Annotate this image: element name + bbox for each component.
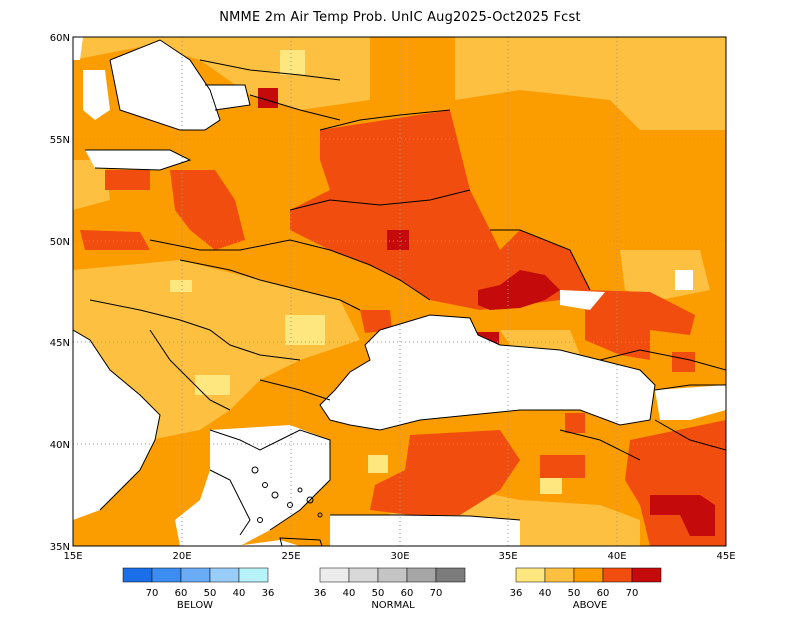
legend-label: 70	[430, 588, 443, 599]
lat-tick-label: 55N	[50, 135, 70, 146]
legend-above: 36 40 50 60 70 ABOVE	[510, 567, 662, 611]
lon-tick-label: 20E	[172, 551, 191, 562]
legend-label: 50	[204, 588, 217, 599]
coastlines-and-borders	[73, 39, 726, 536]
legend-label: 40	[233, 588, 246, 599]
map-frame	[72, 36, 727, 547]
legend-label: 60	[401, 588, 414, 599]
legend-title-normal: NORMAL	[371, 600, 415, 611]
legend-label: 70	[626, 588, 639, 599]
lat-tick-label: 50N	[50, 237, 70, 248]
lat-tick-label: 60N	[50, 33, 70, 44]
legend-label: 36	[510, 588, 523, 599]
legend-label: 70	[146, 588, 159, 599]
legend-swatch	[631, 567, 662, 583]
lon-tick-label: 40E	[607, 551, 626, 562]
lon-tick-label: 45E	[716, 551, 735, 562]
longitude-labels: 15E 20E 25E 30E 35E 40E 45E	[63, 551, 735, 562]
legend-title-above: ABOVE	[573, 600, 607, 611]
legend-swatch	[435, 567, 466, 583]
graticule	[73, 37, 726, 546]
map-title: NMME 2m Air Temp Prob. UnIC Aug2025-Oct2…	[219, 10, 581, 25]
legend-normal: 36 40 50 60 70 NORMAL	[314, 567, 466, 611]
legend-label: 40	[539, 588, 552, 599]
legend-swatch	[348, 567, 379, 583]
lon-tick-label: 35E	[498, 551, 517, 562]
legend-swatch	[209, 567, 240, 583]
legend-below: 70 60 50 40 36 BELOW	[122, 567, 275, 611]
legend-swatch	[573, 567, 604, 583]
lon-tick-label: 30E	[390, 551, 409, 562]
legend-swatch	[122, 567, 153, 583]
lat-tick-label: 45N	[50, 338, 70, 349]
legend-swatch	[151, 567, 182, 583]
legend-swatch	[602, 567, 633, 583]
legend-swatch	[238, 567, 269, 583]
latitude-labels: 60N 55N 50N 45N 40N 35N	[50, 33, 70, 553]
lon-tick-label: 25E	[281, 551, 300, 562]
legend-label: 36	[262, 588, 275, 599]
legend-swatch	[377, 567, 408, 583]
legend-label: 50	[372, 588, 385, 599]
legend-label: 60	[175, 588, 188, 599]
lon-tick-label: 15E	[63, 551, 82, 562]
black-sea	[320, 315, 655, 430]
legend-label: 36	[314, 588, 327, 599]
lat-tick-label: 40N	[50, 440, 70, 451]
legend-title-below: BELOW	[177, 600, 213, 611]
legend-label: 50	[568, 588, 581, 599]
legend-swatch	[180, 567, 211, 583]
legend-swatch	[544, 567, 575, 583]
legend-swatch	[515, 567, 546, 583]
lat-tick-label: 35N	[50, 542, 70, 553]
legend-label: 60	[597, 588, 610, 599]
legend-label: 40	[343, 588, 356, 599]
legend-swatch	[319, 567, 350, 583]
legend-swatch	[406, 567, 437, 583]
